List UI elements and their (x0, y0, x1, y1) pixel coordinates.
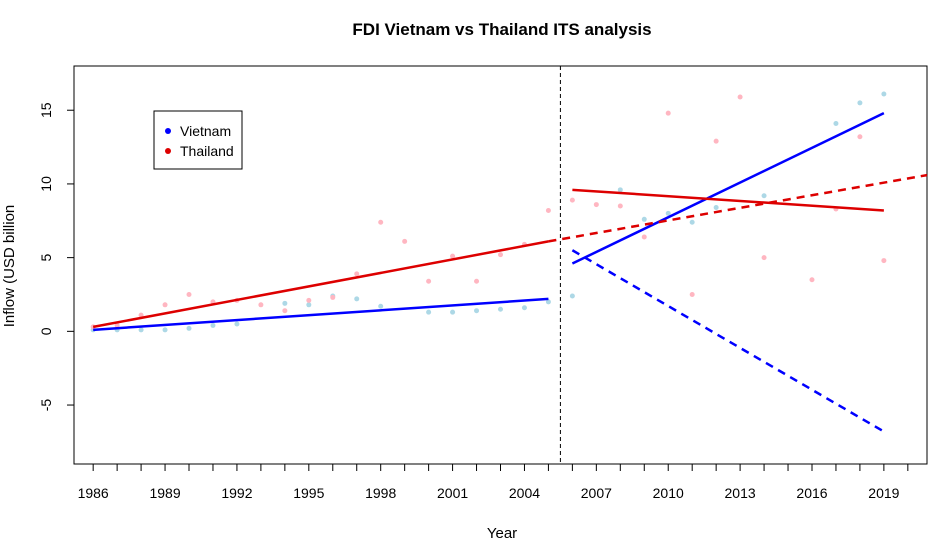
x-tick-label-1998: 1998 (365, 485, 396, 501)
thailand-point-2006 (569, 197, 575, 203)
x-tick-label-2010: 2010 (653, 485, 684, 501)
x-tick-label-1992: 1992 (221, 485, 252, 501)
thailand-point-2003 (498, 252, 503, 258)
x-tick-label-2019: 2019 (868, 485, 899, 501)
thailand-point-2007 (593, 202, 599, 208)
thailand-point-2009 (641, 234, 647, 240)
thailand-point-2002 (474, 278, 480, 284)
legend-label-vietnam: Vietnam (180, 123, 231, 139)
thailand-point-2000 (426, 278, 432, 284)
vietnam-point-2017 (833, 120, 839, 126)
thailand-point-1989 (162, 302, 168, 308)
vietnam-point-2004 (521, 305, 527, 311)
legend-marker-vietnam (165, 128, 171, 134)
vietnam-point-2009 (641, 216, 647, 222)
vietnam-point-2014 (761, 193, 767, 199)
vietnam-point-1998 (378, 303, 384, 309)
plot-area: 1986 1989 1992 1995 1998 2001 2004 2007 2010 2013… (38, 65, 928, 501)
chart-title: FDI Vietnam vs Thailand ITS analysis (352, 20, 651, 39)
vietnam-point-1990 (186, 325, 192, 331)
vietnam-point-2006 (569, 293, 575, 299)
vietnam-point-1989 (162, 327, 168, 333)
legend: Vietnam Thailand (153, 110, 243, 170)
vietnam-point-2000 (426, 309, 432, 315)
vietnam-counterfactual-line (571, 249, 885, 433)
legend-marker-thailand (165, 148, 171, 154)
y-axis-title: Inflow (USD billion (1, 205, 18, 328)
thailand-point-2008 (617, 203, 623, 209)
x-tick-label-1986: 1986 (78, 485, 109, 501)
thailand-point-1994 (282, 308, 288, 314)
x-axis-title: Year (487, 525, 517, 542)
vietnam-pre-trend-line (93, 297, 549, 332)
thailand-point-1998 (378, 219, 384, 225)
legend-box (153, 110, 243, 170)
vietnam-point-2003 (498, 306, 503, 312)
thailand-point-2018 (857, 134, 863, 140)
thailand-point-1990 (186, 291, 192, 297)
x-tick-label-2001: 2001 (437, 485, 468, 501)
thailand-point-2013 (737, 94, 743, 100)
y-tick-label-15: 15 (38, 102, 54, 118)
vietnam-point-2019 (881, 91, 887, 97)
thailand-point-2001 (450, 253, 456, 259)
thailand-pre-trend-line (92, 240, 549, 329)
x-tick-label-2016: 2016 (796, 485, 827, 501)
vietnam-point-1994 (282, 300, 288, 306)
vietnam-point-2011 (689, 219, 695, 225)
vietnam-point-1991 (210, 322, 216, 328)
thailand-point-1997 (354, 271, 360, 277)
thailand-point-2014 (761, 255, 767, 261)
vietnam-point-2005 (545, 299, 551, 305)
vietnam-point-2012 (713, 205, 719, 211)
vietnam-point-2008 (617, 187, 623, 193)
y-tick-label-5: 5 (38, 254, 54, 262)
x-tick-label-1989: 1989 (149, 485, 180, 501)
thailand-point-1993 (258, 302, 264, 308)
vietnam-point-2018 (857, 100, 863, 106)
thailand-point-2019 (881, 258, 887, 264)
vietnam-post-trend-line (571, 112, 885, 265)
x-tick-label-2004: 2004 (509, 485, 540, 501)
thailand-point-1995 (306, 297, 312, 303)
vietnam-point-2010 (665, 210, 671, 216)
y-tick-label--5: -5 (38, 399, 54, 412)
x-tick-label-2007: 2007 (581, 485, 612, 501)
thailand-point-1996 (330, 294, 336, 300)
y-tick-label-10: 10 (38, 176, 54, 192)
thailand-point-2012 (713, 138, 719, 144)
vietnam-point-1992 (234, 321, 240, 327)
x-tick-label-2013: 2013 (725, 485, 756, 501)
thailand-point-1987 (114, 322, 120, 328)
vietnam-point-1995 (306, 302, 312, 308)
thailand-point-2005 (545, 207, 551, 213)
vietnam-point-1988 (138, 327, 144, 333)
vietnam-point-2002 (474, 308, 480, 314)
vietnam-point-1997 (354, 296, 360, 302)
x-tick-label-1995: 1995 (293, 485, 324, 501)
thailand-point-2016 (809, 277, 815, 283)
thailand-point-2010 (665, 110, 671, 116)
thailand-point-1999 (402, 238, 408, 244)
vietnam-point-2001 (450, 309, 456, 315)
thailand-point-1988 (138, 312, 144, 318)
y-tick-label-0: 0 (38, 327, 54, 335)
thailand-point-2011 (689, 291, 695, 297)
legend-label-thailand: Thailand (180, 143, 234, 159)
thailand-post-trend-line (572, 188, 884, 212)
